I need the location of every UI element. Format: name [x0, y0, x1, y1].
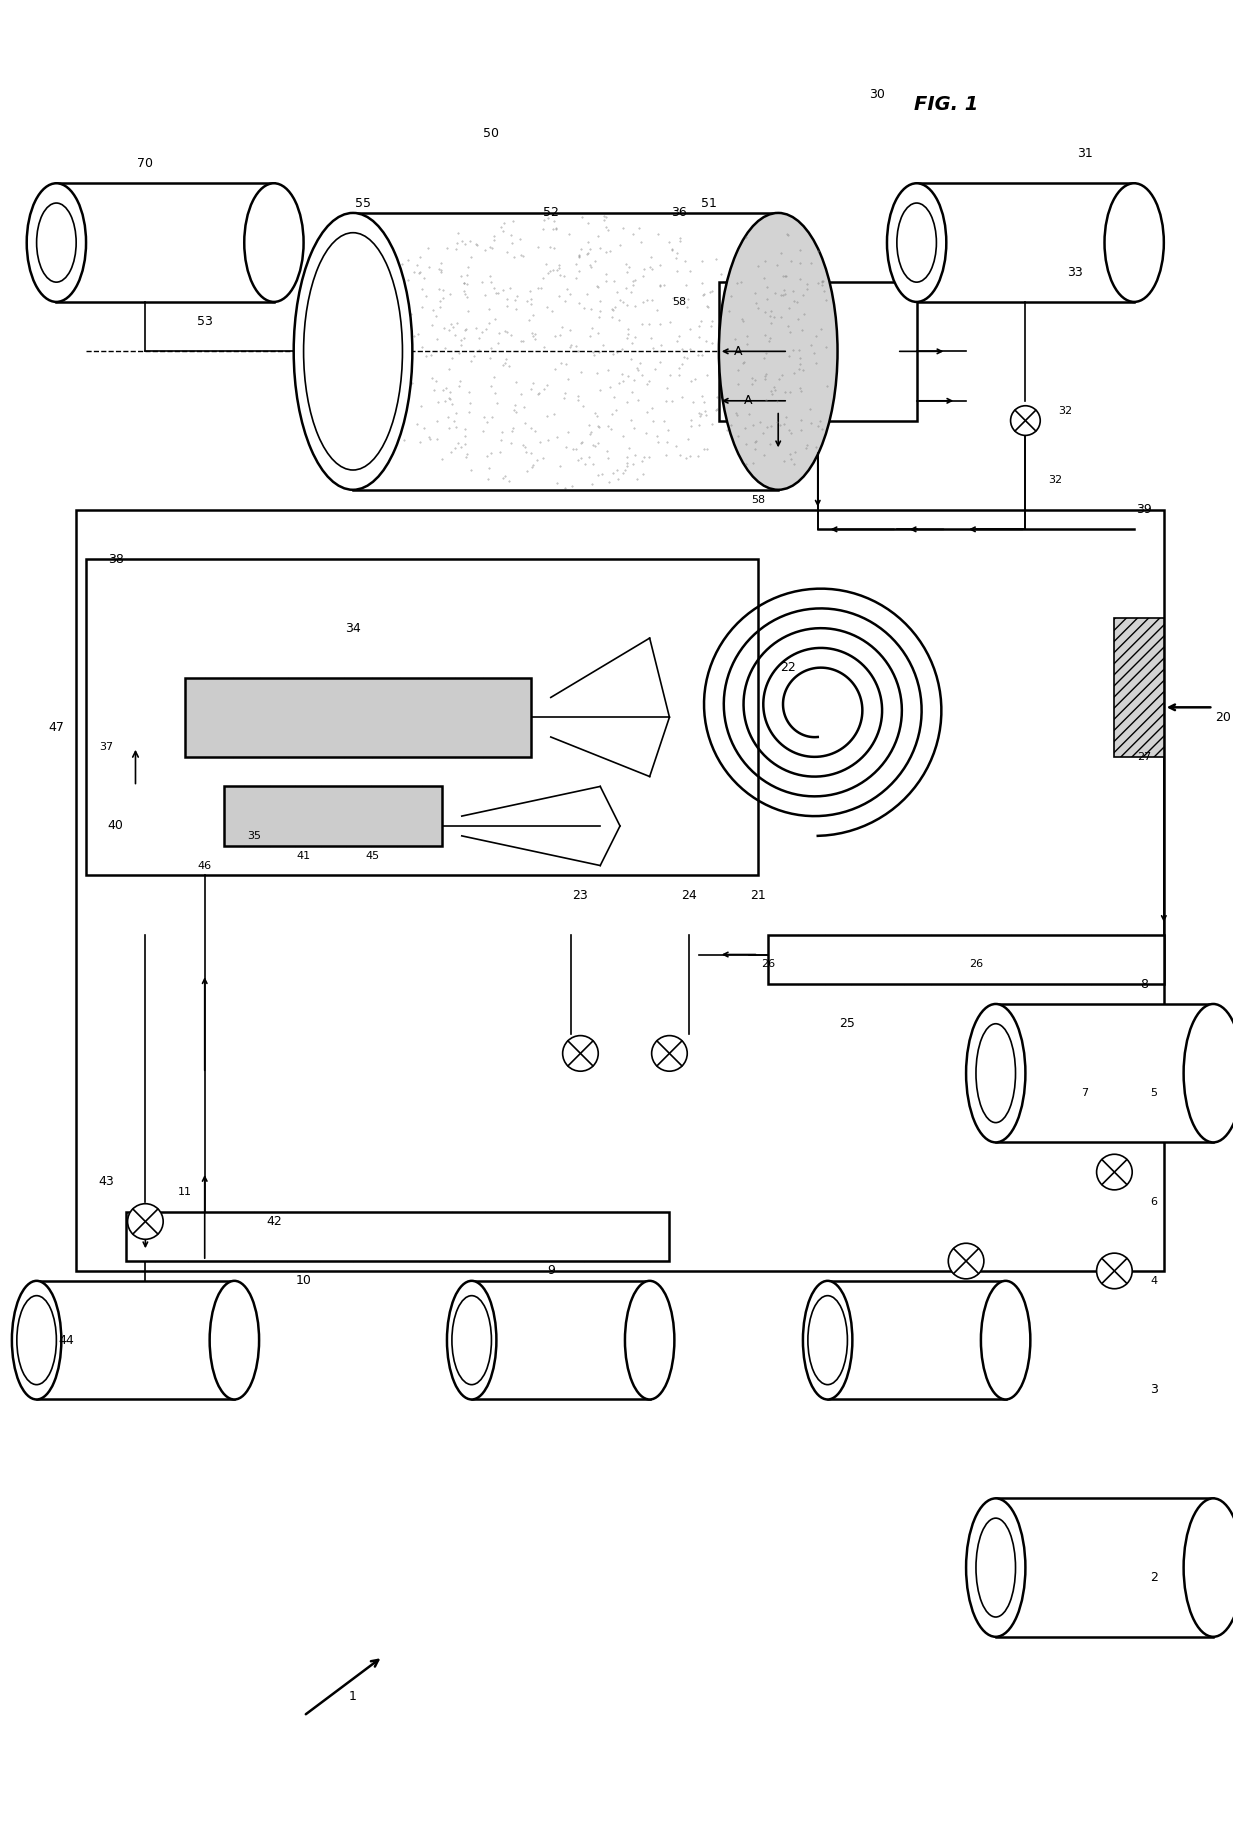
Ellipse shape — [1105, 182, 1164, 301]
Text: 70: 70 — [138, 157, 154, 170]
Text: 46: 46 — [197, 861, 212, 871]
Ellipse shape — [804, 1281, 852, 1400]
Text: 44: 44 — [58, 1334, 74, 1347]
Bar — [37, 1281, 234, 1400]
Text: 42: 42 — [267, 1215, 281, 1228]
Text: 58: 58 — [751, 495, 765, 506]
Ellipse shape — [625, 1281, 675, 1400]
Bar — [769, 934, 1164, 984]
Ellipse shape — [37, 203, 76, 283]
Text: 25: 25 — [839, 1017, 856, 1031]
Circle shape — [128, 1204, 164, 1239]
Text: 1: 1 — [350, 1690, 357, 1703]
Text: 58: 58 — [672, 297, 687, 307]
Ellipse shape — [897, 203, 936, 283]
Text: 47: 47 — [48, 721, 64, 734]
Circle shape — [652, 1035, 687, 1071]
Ellipse shape — [451, 1296, 491, 1385]
Bar — [996, 1498, 1213, 1637]
Ellipse shape — [244, 182, 304, 301]
Bar — [76, 509, 1164, 1270]
Text: 38: 38 — [108, 553, 124, 566]
Text: 34: 34 — [345, 622, 361, 635]
Ellipse shape — [17, 1296, 56, 1385]
Text: 4: 4 — [1151, 1276, 1157, 1287]
Ellipse shape — [966, 1004, 1025, 1142]
Text: 31: 31 — [1076, 148, 1092, 161]
Text: 8: 8 — [1140, 978, 1148, 991]
Text: 2: 2 — [1149, 1571, 1158, 1584]
Ellipse shape — [27, 182, 86, 301]
Text: 35: 35 — [247, 830, 262, 841]
Text: 22: 22 — [780, 661, 796, 673]
Text: 39: 39 — [1136, 504, 1152, 516]
Bar — [56, 182, 274, 301]
Ellipse shape — [210, 1281, 259, 1400]
Text: 51: 51 — [701, 197, 717, 210]
Text: 23: 23 — [573, 889, 588, 902]
Text: 10: 10 — [295, 1274, 311, 1287]
Bar — [996, 1004, 1213, 1142]
Text: 3: 3 — [1149, 1383, 1158, 1396]
Circle shape — [949, 1243, 983, 1279]
Circle shape — [1096, 1254, 1132, 1288]
Ellipse shape — [981, 1281, 1030, 1400]
Text: 37: 37 — [99, 743, 113, 752]
Text: 40: 40 — [108, 819, 124, 832]
Text: 5: 5 — [1151, 1088, 1157, 1099]
Text: 20: 20 — [1215, 710, 1231, 725]
Circle shape — [563, 1035, 598, 1071]
Text: 27: 27 — [1137, 752, 1151, 761]
Text: 55: 55 — [355, 197, 371, 210]
Circle shape — [1096, 1153, 1132, 1190]
Text: 26: 26 — [968, 960, 983, 969]
Text: 45: 45 — [366, 850, 379, 861]
Bar — [916, 182, 1135, 301]
Text: 32: 32 — [1058, 405, 1073, 416]
Circle shape — [1011, 405, 1040, 436]
Bar — [471, 1281, 650, 1400]
Text: 30: 30 — [869, 88, 885, 100]
Text: A: A — [744, 394, 753, 407]
Text: 11: 11 — [177, 1186, 192, 1197]
Text: 32: 32 — [1048, 474, 1063, 485]
Bar — [224, 787, 441, 845]
Text: 53: 53 — [197, 316, 212, 328]
Ellipse shape — [446, 1281, 496, 1400]
Bar — [185, 677, 531, 757]
Ellipse shape — [304, 234, 403, 471]
Text: FIG. 1: FIG. 1 — [914, 95, 978, 113]
Ellipse shape — [1184, 1004, 1240, 1142]
Ellipse shape — [966, 1498, 1025, 1637]
Text: 52: 52 — [543, 206, 559, 219]
Text: A: A — [734, 345, 743, 358]
Text: 41: 41 — [296, 850, 311, 861]
Text: 21: 21 — [750, 889, 766, 902]
Bar — [125, 1212, 670, 1261]
Text: 36: 36 — [671, 206, 687, 219]
Ellipse shape — [976, 1024, 1016, 1122]
Text: 24: 24 — [681, 889, 697, 902]
Ellipse shape — [808, 1296, 847, 1385]
Ellipse shape — [1184, 1498, 1240, 1637]
Ellipse shape — [719, 214, 837, 489]
Text: 9: 9 — [547, 1265, 554, 1278]
Bar — [86, 558, 759, 876]
Text: 33: 33 — [1066, 266, 1083, 279]
Bar — [719, 283, 916, 420]
Text: 50: 50 — [484, 128, 500, 141]
Ellipse shape — [12, 1281, 61, 1400]
Text: 43: 43 — [98, 1175, 114, 1188]
Bar — [827, 1281, 1006, 1400]
Ellipse shape — [294, 214, 413, 489]
Text: 26: 26 — [761, 960, 775, 969]
Text: 7: 7 — [1081, 1088, 1089, 1099]
Ellipse shape — [976, 1518, 1016, 1617]
Bar — [1115, 619, 1164, 757]
Ellipse shape — [887, 182, 946, 301]
Bar — [353, 214, 779, 489]
Text: 6: 6 — [1151, 1197, 1157, 1206]
